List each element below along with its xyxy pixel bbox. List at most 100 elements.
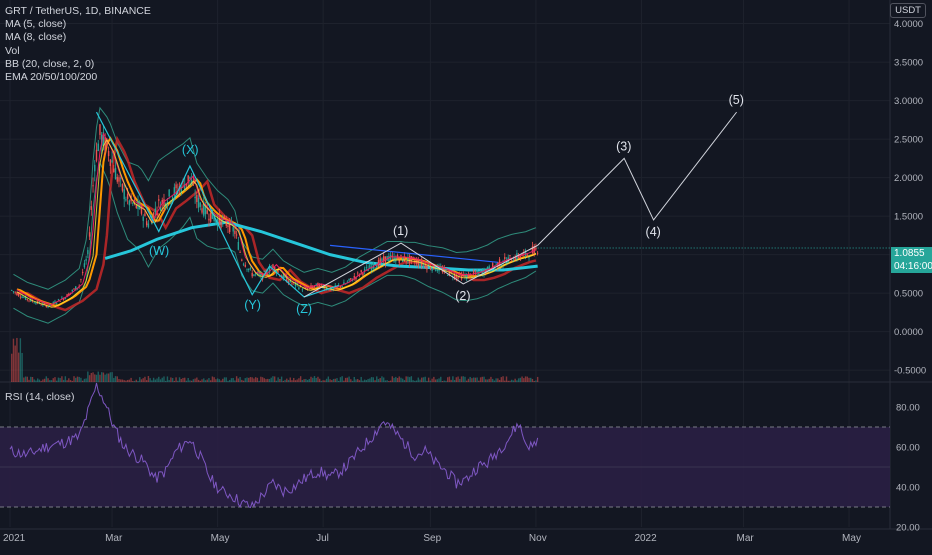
volume-bar xyxy=(450,379,452,382)
volume-bar xyxy=(144,376,146,382)
volume-bar xyxy=(440,376,442,382)
candle-body xyxy=(56,302,58,304)
volume-bar xyxy=(386,380,388,382)
volume-bar xyxy=(62,379,65,382)
volume-bar xyxy=(92,372,94,382)
volume-bar xyxy=(232,377,234,382)
candle-body xyxy=(135,204,137,208)
candle-body xyxy=(490,270,492,272)
candle-body xyxy=(113,168,115,173)
candle-body xyxy=(81,271,84,274)
candle-body xyxy=(73,288,75,290)
candle-body xyxy=(128,200,131,206)
volume-bar xyxy=(249,377,252,382)
candle-body xyxy=(24,296,27,300)
volume-bar xyxy=(464,376,466,382)
candle-body xyxy=(40,304,42,306)
candle-body xyxy=(251,272,253,277)
indicator-vol-label[interactable]: Vol xyxy=(5,44,20,57)
candle-body xyxy=(121,183,124,191)
volume-bar xyxy=(85,378,87,382)
volume-bar xyxy=(189,380,191,382)
volume-bar xyxy=(369,378,371,382)
candle-body xyxy=(170,201,172,203)
volume-bar xyxy=(331,380,333,382)
wave-label: (W) xyxy=(149,244,169,258)
candle-body xyxy=(446,275,449,276)
candle-body xyxy=(171,196,174,201)
candle-body xyxy=(472,271,475,274)
candle-body xyxy=(220,218,222,228)
volume-bar xyxy=(310,376,312,382)
volume-bar xyxy=(113,377,115,382)
volume-bar xyxy=(407,376,409,382)
volume-bar xyxy=(258,380,260,382)
volume-bar xyxy=(517,378,520,382)
candle-body xyxy=(479,270,482,272)
volume-bar xyxy=(17,352,20,382)
candle-body xyxy=(284,276,286,278)
indicator-ema-label[interactable]: EMA 20/50/100/200 xyxy=(5,71,98,84)
volume-bar xyxy=(68,378,70,382)
candle-body xyxy=(123,189,125,200)
volume-bar xyxy=(76,376,79,382)
quote-currency-badge[interactable]: USDT xyxy=(890,3,926,18)
rsi-legend-label[interactable]: RSI (14, close) xyxy=(5,391,75,403)
indicator-bb-label[interactable]: BB (20, close, 2, 0) xyxy=(5,57,95,70)
volume-bar xyxy=(329,379,331,382)
candle-body xyxy=(391,255,394,257)
volume-bar xyxy=(509,380,511,382)
candle-body xyxy=(294,282,297,287)
volume-bar xyxy=(61,376,63,382)
candle-body xyxy=(367,268,369,272)
volume-bar xyxy=(248,377,250,382)
volume-bar xyxy=(478,380,480,382)
indicator-ma8-label[interactable]: MA (8, close) xyxy=(5,31,67,44)
symbol-title[interactable]: GRT / TetherUS, 1D, BINANCE xyxy=(5,5,151,17)
volume-bar xyxy=(422,377,425,382)
volume-bar xyxy=(140,379,143,382)
volume-bar xyxy=(170,377,172,382)
candle-body xyxy=(305,286,307,289)
candle-body xyxy=(374,267,376,269)
candle-body xyxy=(109,159,112,166)
legend-panel: GRT / TetherUS, 1D, BINANCE MA (5, close… xyxy=(5,5,151,84)
last-price-tag: 1.0855 xyxy=(891,247,932,260)
volume-bar xyxy=(218,379,221,382)
candle-body xyxy=(140,205,143,214)
volume-bar xyxy=(358,380,361,382)
candle-body xyxy=(49,303,51,307)
candle-body xyxy=(71,290,73,292)
volume-bar xyxy=(436,379,439,382)
candle-body xyxy=(158,199,160,201)
volume-bar xyxy=(59,378,61,382)
volume-bar xyxy=(277,377,279,382)
volume-bar xyxy=(452,376,454,382)
volume-bar xyxy=(505,376,508,382)
candle-body xyxy=(213,216,215,222)
candle-body xyxy=(66,294,68,298)
candle-body xyxy=(154,208,157,212)
volume-bar xyxy=(265,379,267,382)
volume-bar xyxy=(348,376,350,382)
rsi-axis-tick-label: 60.00 xyxy=(896,443,920,454)
volume-bar xyxy=(19,338,22,382)
volume-bar xyxy=(476,377,478,382)
candle-body xyxy=(92,185,94,187)
volume-bar xyxy=(102,372,105,382)
volume-bar xyxy=(40,380,42,382)
price-axis-tick-label: 0.5000 xyxy=(894,289,923,300)
volume-bar xyxy=(246,377,248,382)
time-axis-tick-label: May xyxy=(211,533,230,544)
volume-bar xyxy=(222,378,224,382)
candle-body xyxy=(57,299,60,301)
volume-bar xyxy=(306,379,309,382)
volume-bar xyxy=(100,372,103,382)
candle-body xyxy=(332,287,335,289)
indicator-ma5-label[interactable]: MA (5, close) xyxy=(5,18,67,31)
candle-body xyxy=(126,194,129,199)
volume-bar xyxy=(50,380,53,382)
candle-body xyxy=(388,256,390,262)
candle-body xyxy=(272,264,274,269)
